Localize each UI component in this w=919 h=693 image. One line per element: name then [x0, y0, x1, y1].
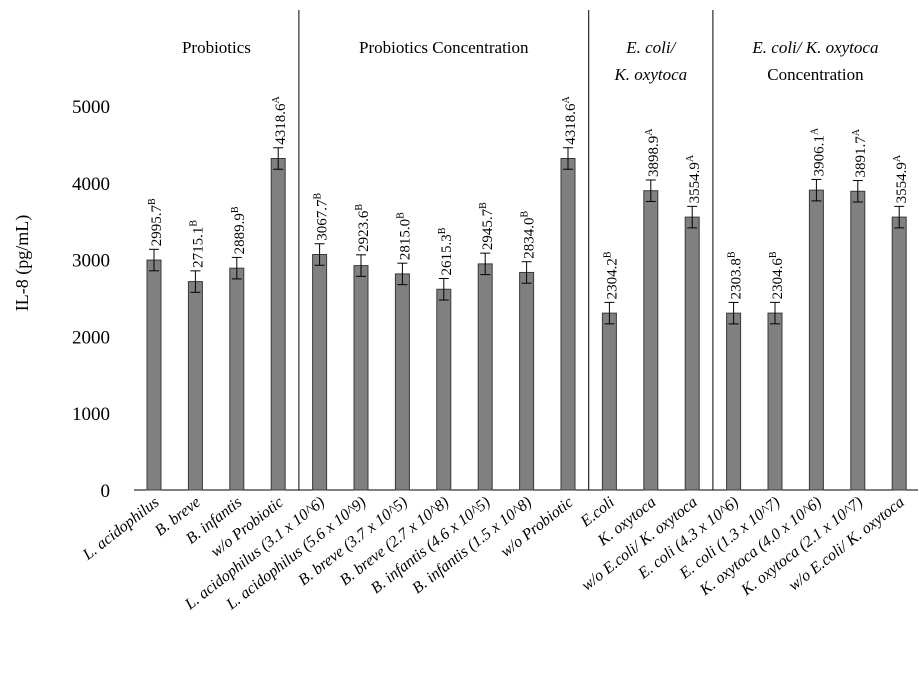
data-label: 2945.7B	[478, 202, 496, 250]
significance-letter: A	[851, 128, 862, 136]
bar	[312, 254, 328, 491]
bar	[394, 273, 410, 491]
significance-letter: B	[602, 251, 613, 258]
data-label: 3906.1A	[809, 127, 827, 176]
group-title: E. coli/ K. oxytoca	[751, 38, 878, 57]
group-title: K. oxytoca	[613, 65, 687, 84]
significance-letter: B	[768, 251, 779, 258]
data-label: 3554.9A	[685, 154, 703, 203]
significance-letter: B	[520, 210, 531, 217]
data-label: 2715.1B	[188, 220, 206, 268]
y-axis-title: IL-8 (pg/mL)	[12, 215, 33, 311]
y-tick-label: 1000	[72, 404, 110, 425]
y-tick-label: 3000	[72, 251, 110, 272]
bar	[477, 263, 493, 491]
bar	[353, 265, 369, 491]
data-label: 2615.3B	[437, 227, 455, 275]
bar	[684, 216, 700, 491]
data-label: 3898.9A	[644, 128, 662, 177]
y-tick-label: 2000	[72, 327, 110, 348]
data-label: 4318.6A	[271, 96, 289, 145]
bar	[436, 288, 452, 491]
y-tick-label: 0	[101, 481, 111, 502]
bar	[850, 190, 866, 491]
bar	[808, 189, 824, 491]
group-title: Probiotics	[182, 38, 251, 57]
data-label: 3067.7B	[313, 193, 331, 241]
significance-letter: B	[188, 220, 199, 227]
bar	[767, 312, 783, 491]
data-label: 2304.2B	[602, 251, 620, 299]
significance-letter: B	[395, 212, 406, 219]
significance-letter: B	[727, 251, 738, 258]
bar	[519, 271, 535, 491]
bar	[560, 158, 576, 491]
data-label: 2834.0B	[520, 210, 538, 258]
bar	[270, 158, 286, 491]
significance-letter: B	[478, 202, 489, 209]
data-label: 2303.8B	[727, 251, 745, 299]
significance-letter: B	[437, 227, 448, 234]
bar	[187, 281, 203, 491]
significance-letter: A	[644, 128, 655, 136]
bar	[726, 312, 742, 491]
x-tick-label: L. acidophilus	[79, 494, 162, 564]
data-label: 4318.6A	[561, 96, 579, 145]
bar	[601, 312, 617, 491]
significance-letter: A	[561, 96, 572, 104]
data-label: 3554.9A	[892, 154, 910, 203]
group-title: Probiotics Concentration	[359, 38, 529, 57]
group-title: Concentration	[767, 65, 864, 84]
data-label: 2889.9B	[230, 206, 248, 254]
bar	[891, 216, 907, 491]
data-label: 2923.6B	[354, 204, 372, 252]
data-label: 3891.7A	[851, 128, 869, 177]
bar	[146, 259, 162, 491]
significance-letter: A	[685, 154, 696, 162]
bar	[643, 190, 659, 491]
significance-letter: A	[271, 96, 282, 104]
data-label: 2815.0B	[395, 212, 413, 260]
bar	[229, 267, 245, 491]
y-tick-label: 5000	[72, 97, 110, 118]
significance-letter: B	[147, 198, 158, 205]
data-label: 2304.6B	[768, 251, 786, 299]
significance-letter: B	[230, 206, 241, 213]
significance-letter: A	[809, 127, 820, 135]
significance-letter: A	[892, 154, 903, 162]
data-label: 2995.7B	[147, 198, 165, 246]
significance-letter: B	[354, 204, 365, 211]
group-title: E. coli/	[625, 38, 677, 57]
y-tick-label: 4000	[72, 174, 110, 195]
significance-letter: B	[313, 193, 324, 200]
